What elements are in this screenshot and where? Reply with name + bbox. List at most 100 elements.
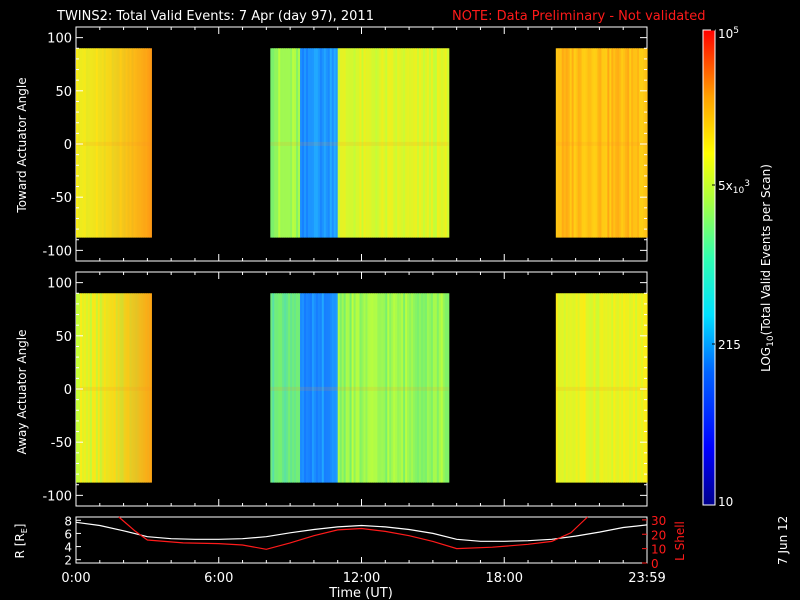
heatmap-column — [347, 293, 351, 483]
heatmap-column — [103, 293, 107, 483]
heatmap-column — [613, 48, 616, 238]
heatmap-column — [611, 48, 614, 238]
heatmap-column — [333, 48, 337, 238]
heatmap-column — [147, 293, 150, 483]
heatmap-column — [302, 293, 305, 483]
heatmap-column — [430, 48, 434, 238]
heatmap-column — [587, 293, 591, 483]
heatmap-column — [629, 293, 632, 483]
heatmap-column — [635, 48, 638, 238]
heatmap-column — [357, 48, 361, 238]
heatmap-column — [589, 293, 593, 483]
heatmap-column — [627, 293, 630, 483]
heatmap-column — [442, 293, 446, 483]
heatmap-column — [440, 293, 444, 483]
lshell-tick-label: 10 — [651, 543, 666, 557]
heatmap-column — [298, 48, 301, 238]
heatmap-column — [131, 48, 135, 238]
heatmap-column — [411, 48, 414, 238]
heatmap-column — [115, 293, 119, 483]
heatmap-column — [407, 48, 410, 238]
heatmap-column — [131, 293, 135, 483]
heatmap-column — [302, 48, 305, 238]
heatmap-column — [434, 293, 438, 483]
heatmap-column — [135, 293, 139, 483]
heatmap-column — [623, 48, 626, 238]
heatmap-column — [599, 293, 602, 483]
heatmap-column — [589, 48, 593, 238]
heatmap-column — [426, 48, 430, 238]
heatmap-column — [633, 293, 636, 483]
heatmap-column — [95, 293, 99, 483]
heatmap-column — [563, 48, 567, 238]
heatmap-column — [341, 293, 345, 483]
heatmap-column — [383, 293, 386, 483]
heatmap-column — [615, 293, 618, 483]
r-tick-label: 8 — [64, 514, 72, 528]
heatmap-column — [347, 48, 351, 238]
heatmap-column — [278, 48, 281, 238]
heatmap-column — [424, 48, 428, 238]
heatmap-column — [595, 293, 599, 483]
zero-angle-band — [76, 141, 152, 146]
heatmap-column — [579, 293, 583, 483]
heatmap-column — [91, 293, 95, 483]
heatmap-column — [135, 48, 139, 238]
x-tick-label: 18:00 — [486, 571, 523, 586]
heatmap-column — [105, 293, 109, 483]
heatmap-column — [280, 293, 283, 483]
heatmap-column — [369, 48, 373, 238]
heatmap-column — [313, 293, 317, 483]
heatmap-column — [428, 48, 432, 238]
heatmap-column — [355, 48, 359, 238]
heatmap-column — [615, 48, 618, 238]
heatmap-column — [294, 48, 297, 238]
heatmap-column — [365, 293, 369, 483]
heatmap-column — [619, 293, 622, 483]
heatmap-column — [99, 293, 103, 483]
heatmap-column — [133, 48, 137, 238]
heatmap-column — [555, 48, 559, 238]
y-tick-label: -100 — [42, 489, 72, 504]
x-tick-label: 12:00 — [343, 571, 380, 586]
heatmap-column — [101, 48, 105, 238]
heatmap-column — [313, 48, 317, 238]
heatmap-column — [403, 48, 406, 238]
heatmap-column — [403, 293, 406, 483]
heatmap-column — [99, 48, 103, 238]
heatmap-column — [367, 293, 371, 483]
heatmap-column — [123, 293, 127, 483]
heatmap-column — [343, 293, 347, 483]
heatmap-column — [145, 293, 148, 483]
heatmap-column — [440, 48, 444, 238]
heatmap-column — [147, 48, 150, 238]
heatmap-column — [286, 48, 289, 238]
heatmap-column — [85, 48, 89, 238]
heatmap-column — [113, 293, 117, 483]
heatmap-column — [587, 48, 591, 238]
heatmap-column — [401, 48, 404, 238]
heatmap-column — [290, 293, 293, 483]
heatmap-column — [432, 293, 436, 483]
heatmap-column — [355, 293, 359, 483]
heatmap-column — [315, 293, 319, 483]
heatmap-column — [625, 293, 628, 483]
heatmap-column — [617, 48, 620, 238]
heatmap-column — [357, 293, 361, 483]
heatmap-column — [107, 293, 111, 483]
heatmap-column — [323, 48, 327, 238]
heatmap-column — [349, 293, 353, 483]
heatmap-column — [381, 293, 384, 483]
heatmap-column — [349, 48, 353, 238]
heatmap-column — [284, 293, 287, 483]
heatmap-column — [383, 48, 386, 238]
heatmap-column — [125, 48, 129, 238]
colorbar-tick-5e3: 5x103 — [718, 179, 750, 196]
heatmap-column — [379, 48, 382, 238]
heatmap-column — [304, 48, 307, 238]
heatmap-column — [91, 48, 95, 238]
heatmap-column — [559, 48, 563, 238]
y-tick-label: 50 — [55, 330, 72, 345]
heatmap-column — [385, 48, 388, 238]
